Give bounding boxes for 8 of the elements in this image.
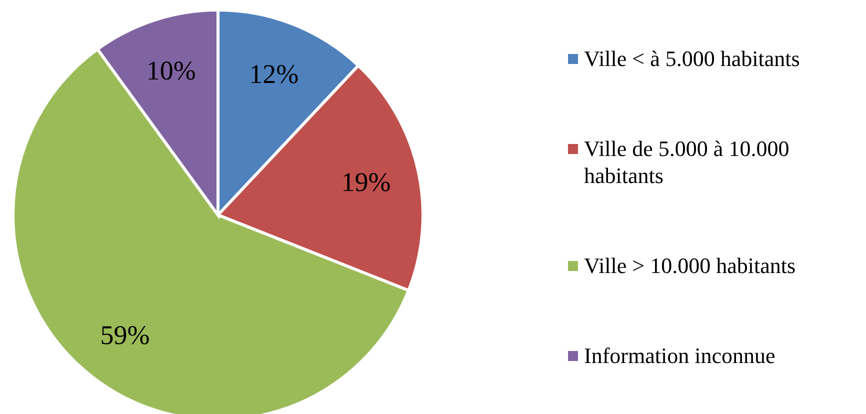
- data-label: 19%: [341, 166, 391, 197]
- data-label: 10%: [146, 56, 196, 86]
- legend-label: Information inconnue: [584, 342, 776, 369]
- legend-label: Ville de 5.000 à 10.000 habitants: [584, 135, 790, 190]
- data-label: 12%: [249, 58, 299, 89]
- legend-label: Ville > 10.000 habitants: [584, 252, 796, 279]
- legend-label: Ville < à 5.000 habitants: [584, 45, 800, 72]
- data-label: 59%: [100, 320, 150, 350]
